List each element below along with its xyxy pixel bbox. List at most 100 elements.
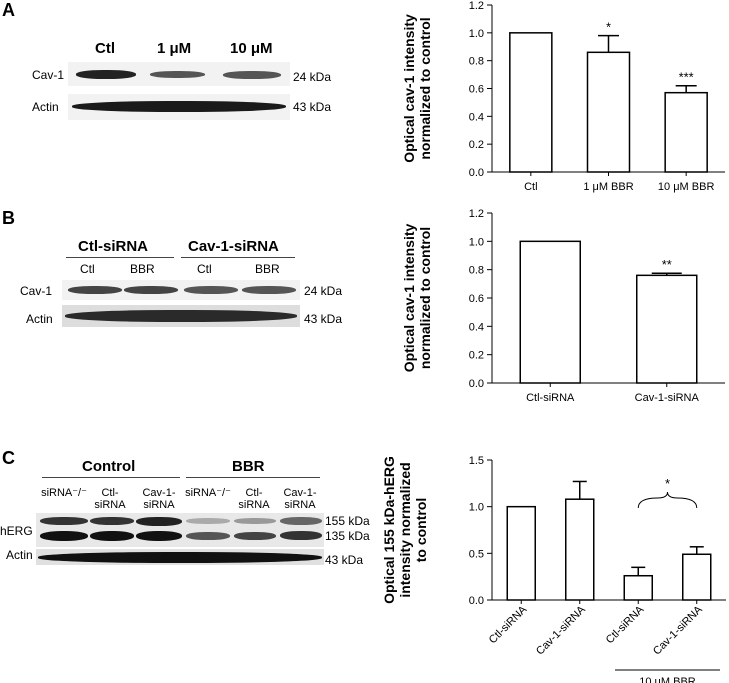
x-tick-label: Ctl [524,181,537,193]
band [136,517,182,526]
band [90,531,134,541]
band [68,286,122,294]
bar [586,51,631,173]
kda-label: 24 kDa [304,284,343,298]
lane-label: 10 μM [230,40,273,57]
band [72,101,286,112]
x-tick-label: 10 μM BBR [658,181,715,193]
y-tick-label: 1.2 [469,0,484,12]
lane-label: Cav-1- siRNA [283,487,317,511]
band [90,517,134,525]
y-tick-label: 1.0 [469,28,484,40]
kda-label: 43 kDa [304,312,343,326]
row-label: Cav-1 [32,68,65,82]
y-tick-label: 0.2 [469,350,484,362]
bar [506,505,536,601]
y-tick-label: 0.8 [469,265,484,277]
x-tick-label: Cav-1-siRNA [635,392,700,404]
bar [509,32,553,173]
y-tick-label: 0.6 [469,293,484,305]
kda-label: 155 kDa [325,514,370,528]
group-label: Cav-1-siRNA [188,238,279,255]
y-tick-label: 0.5 [469,548,484,560]
bar [565,498,595,601]
group-label: 10 μM BBR [639,676,696,683]
x-tick-label: Ctl-siRNA [487,603,530,646]
row-label: Cav-1 [20,284,53,298]
band [186,518,230,524]
band [40,517,88,525]
band [234,518,276,524]
y-tick-label: 1.5 [469,455,484,467]
y-tick-label: 0.8 [469,56,484,68]
lane-label: siRNA⁻/⁻ [41,487,87,499]
band [40,531,88,541]
y-axis-label: Optical 155 kDa-hERG [381,456,397,604]
panel-label-b: B [2,208,15,228]
y-tick-label: 0.6 [469,84,484,96]
group-label: Control [82,458,136,475]
band [186,532,230,540]
y-axis-label: normalized to control [417,227,433,369]
y-tick-label: 1.0 [469,236,484,248]
y-tick-label: 1.0 [469,502,484,514]
group-label: Ctl-siRNA [78,238,148,255]
bar [636,274,698,384]
y-axis-label: Optical cav-1 intensity [401,14,417,163]
row-label: Actin [32,100,59,114]
kda-label: 43 kDa [293,100,332,114]
panel-label-a: A [2,0,15,20]
blot-actin [68,94,290,120]
lane-label: Ctl- siRNA [238,487,270,511]
bar [623,574,653,601]
y-tick-label: 0.4 [469,321,484,333]
y-axis-label: normalized to control [417,17,433,159]
y-tick-label: 0.0 [469,595,484,607]
lane-label: Cav-1- siRNA [142,487,176,511]
y-tick-label: 0.0 [469,167,484,179]
y-tick-label: 0.4 [469,111,484,123]
band [124,286,178,294]
x-tick-label: Ctl-siRNA [526,392,575,404]
blot-herg [36,513,324,547]
y-tick-label: 1.2 [469,208,484,220]
blot-actin [36,549,324,565]
lane-label: Ctl [197,262,212,276]
group-label: BBR [232,458,265,475]
x-tick-label: Ctl-siRNA [604,603,647,646]
bar-chart-c: 0.0 0.5 1.0 1.5 Optical 155 kDa-hERG intensit… [381,455,726,683]
band [234,532,276,540]
row-label: Actin [6,548,33,562]
bar-chart-a: 0.0 0.2 0.4 0.6 0.8 1.0 1.2 Optical cav-1 inten… [401,0,725,193]
bar-chart-b: 0.0 0.2 0.4 0.6 0.8 1.0 1.2 Optical cav-1 inten… [401,208,725,404]
significance-marker: ** [662,257,672,272]
significance-marker: * [606,20,611,35]
x-tick-label: 1 μM BBR [583,181,633,193]
band [136,531,182,541]
band [280,517,322,525]
bar [519,240,581,384]
y-axis-label: intensity normalized [397,462,413,597]
band [76,70,136,79]
lane-label: 1 μM [157,40,192,57]
lane-label: siRNA⁻/⁻ [185,487,231,499]
row-label: Actin [26,312,53,326]
band [223,71,281,79]
lane-label: Ctl [80,262,95,276]
band [38,552,322,563]
band [65,310,297,322]
band [280,531,322,540]
bar [682,553,712,601]
bar [664,91,708,173]
y-axis-label: to control [413,498,429,563]
x-tick-label: Cav-1-siRNA [534,603,588,657]
kda-label: 135 kDa [325,529,370,543]
kda-label: 43 kDa [325,553,364,567]
y-tick-label: 0.0 [469,378,484,390]
lane-label: BBR [130,262,155,276]
significance-marker: *** [679,70,694,85]
blot-cav1 [68,62,290,86]
group-underline [181,257,295,258]
lane-label: Ctl- siRNA [94,487,126,511]
group-underline [186,477,320,478]
